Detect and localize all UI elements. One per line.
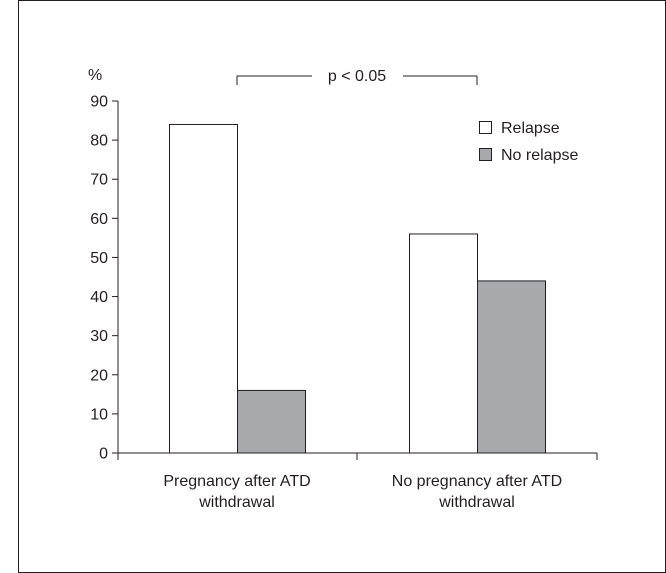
y-tick-label: 60 [90,211,108,228]
chart-frame [18,0,666,573]
legend-swatch-relapse [479,121,492,134]
y-tick-label: 20 [90,367,108,384]
y-tick-label: 90 [90,94,108,111]
x-category-label-line: No pregnancy after ATD [392,473,562,490]
x-category-label-line: Pregnancy after ATD [163,473,310,490]
legend: Relapse No relapse [479,120,578,164]
bar-no-relapse-1 [237,389,306,454]
legend-label-no-relapse: No relapse [501,147,578,164]
y-tick-label: 50 [90,250,108,267]
significance-annotation: p < 0.05 [236,68,478,85]
p-value-label: p < 0.05 [328,68,386,85]
legend-swatch-no-relapse [479,148,492,161]
bar-relapse-2 [409,233,478,454]
x-category-label-line: withdrawal [438,494,515,511]
y-axis-unit-label: % [88,67,102,84]
bar-relapse-1 [169,123,238,454]
y-tick-label: 30 [90,328,108,345]
x-category-label: Pregnancy after ATD withdrawal [163,473,310,511]
legend-label-relapse: Relapse [501,120,560,137]
y-tick-label: 40 [90,289,108,306]
y-tick-label: 0 [99,446,108,463]
bar-no-relapse-2 [477,280,546,454]
labels: 0 10 20 30 40 50 60 70 80 90% Pregnancy after ATD w… [88,67,562,511]
bars [169,123,546,454]
y-tick-label: 70 [90,172,108,189]
y-tick-label: 10 [90,406,108,423]
y-tick-label: 80 [90,133,108,150]
x-category-label: No pregnancy after ATD withdrawal [392,473,562,511]
x-category-label-line: withdrawal [198,494,275,511]
